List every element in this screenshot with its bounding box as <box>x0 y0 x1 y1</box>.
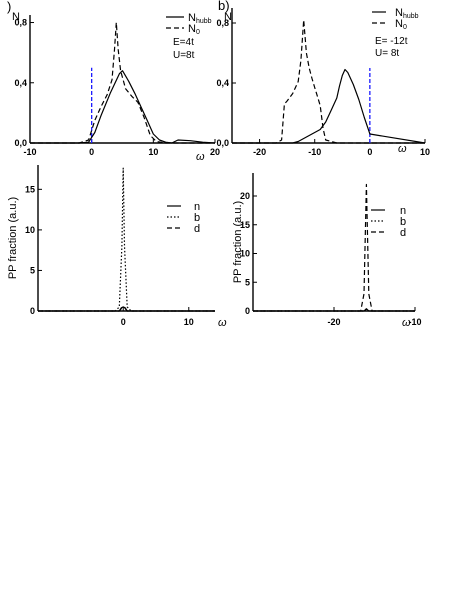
x-tick-label: 10 <box>148 147 158 157</box>
legend-label: n <box>194 201 200 213</box>
y-tick-label: 0,0 <box>14 138 27 148</box>
x-axis-label: ω <box>398 143 407 155</box>
y-tick-label: 0,0 <box>216 138 229 148</box>
y-tick-label: 0 <box>245 306 250 316</box>
legend-label: b <box>400 216 406 228</box>
panel-label: b) <box>218 0 230 13</box>
y-axis-label: N <box>12 11 20 23</box>
y-tick-label: 5 <box>245 277 250 287</box>
legend-label: d <box>400 227 406 239</box>
legend-label: N0 <box>188 23 200 36</box>
series-line-b <box>38 167 215 312</box>
chart-a-bottom: 0 10 0 5 10 15 nbd PP fraction (a.u.) ω <box>7 165 227 329</box>
y-tick-label: 20 <box>240 191 250 201</box>
x-tick-label: 0 <box>121 317 126 327</box>
legend-label: d <box>194 223 200 235</box>
x-tick-label: -20 <box>327 317 340 327</box>
y-tick-label: 5 <box>30 265 35 275</box>
y-tick-label: 15 <box>240 220 250 230</box>
y-tick-label: 0,4 <box>216 78 229 88</box>
legend-label: n <box>400 205 406 217</box>
panel-label: ) <box>7 0 11 14</box>
chart-b-bottom: -20 -10 0 5 10 15 20 nbd PP fraction (a.u.) ω <box>232 173 422 329</box>
x-tick-label: 20 <box>210 147 220 157</box>
series-line-d <box>253 183 415 312</box>
x-tick-label: 10 <box>184 317 194 327</box>
y-tick-label: 15 <box>25 184 35 194</box>
series-line-N-hubb <box>30 70 216 144</box>
series-line-N-0 <box>30 21 215 144</box>
series-line-N-hubb <box>232 68 426 144</box>
x-tick-label: -10 <box>408 317 421 327</box>
y-tick-label: 0,8 <box>216 18 229 28</box>
legend-subscript: 0 <box>403 24 407 31</box>
x-axis-label: ω <box>196 151 205 163</box>
y-axis-label: PP fraction (a.u.) <box>232 201 244 283</box>
y-tick-label: 10 <box>25 225 35 235</box>
y-tick-label: 0 <box>30 306 35 316</box>
legend-label: b <box>194 212 200 224</box>
x-tick-label: 10 <box>420 147 430 157</box>
x-tick-label: -10 <box>308 147 321 157</box>
x-axis-label: ω <box>402 317 411 329</box>
x-tick-label: 0 <box>89 147 94 157</box>
x-tick-label: -10 <box>23 147 36 157</box>
series-line-d <box>38 307 215 312</box>
y-tick-label: 0,4 <box>14 78 27 88</box>
legend-subscript: hubb <box>403 13 419 20</box>
annotation: U= 8t <box>375 48 399 59</box>
legend-label: N0 <box>395 18 407 31</box>
legend-subscript: 0 <box>196 29 200 36</box>
x-tick-label: -20 <box>253 147 266 157</box>
x-axis-label: ω <box>218 317 227 329</box>
annotation: U=8t <box>173 50 195 61</box>
y-tick-label: 0,8 <box>14 18 27 28</box>
series-line-N-0 <box>232 19 425 144</box>
legend-subscript: hubb <box>196 18 212 25</box>
x-tick-label: 0 <box>367 147 372 157</box>
y-tick-label: 10 <box>240 249 250 259</box>
y-axis-label: PP fraction (a.u.) <box>7 197 19 279</box>
y-axis-label: N <box>224 11 232 23</box>
annotation: E= -12t <box>375 36 408 47</box>
annotation: E=4t <box>173 37 194 48</box>
